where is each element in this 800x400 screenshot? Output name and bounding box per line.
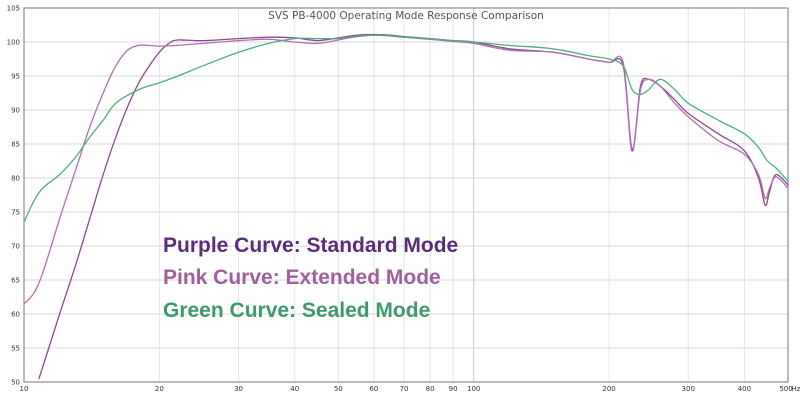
- x-tick-label: 40: [290, 385, 299, 393]
- plot-frame: [23, 7, 789, 383]
- y-tick-label: 55: [11, 345, 20, 353]
- y-tick-label: 105: [7, 5, 20, 13]
- x-tick-label: 50: [334, 385, 343, 393]
- series-layer: [23, 33, 789, 380]
- y-tick-label: 85: [11, 141, 20, 149]
- y-tick-label: 65: [11, 277, 20, 285]
- y-tick-label: 75: [11, 209, 20, 217]
- annotation-legend: Purple Curve: Standard Mode Pink Curve: …: [163, 234, 458, 322]
- x-tick-label: 100: [467, 385, 480, 393]
- x-tick-label: 400: [738, 385, 751, 393]
- y-tick-label: 80: [11, 175, 20, 183]
- x-tick-label: 30: [234, 385, 243, 393]
- series-line-sealed: [23, 34, 789, 223]
- y-tick-label: 60: [11, 311, 20, 319]
- x-unit-label: Hz: [792, 385, 800, 393]
- y-tick-label: 50: [11, 379, 20, 387]
- y-tick-label: 70: [11, 243, 20, 251]
- x-tick-label: 20: [155, 385, 164, 393]
- x-tick-label: 10: [20, 385, 29, 393]
- x-tick-label: 500: [779, 385, 792, 393]
- x-tick-label: 90: [449, 385, 458, 393]
- y-tick-label: 95: [11, 73, 20, 81]
- x-tick-label: 200: [602, 385, 615, 393]
- y-tick-label: 90: [11, 107, 20, 115]
- y-tick-label: 100: [7, 39, 20, 47]
- chart-title: SVS PB-4000 Operating Mode Response Comp…: [268, 10, 544, 22]
- x-tick-label: 60: [369, 385, 378, 393]
- x-tick-label: 300: [682, 385, 695, 393]
- annotation-extended-mode: Pink Curve: Extended Mode: [163, 266, 441, 289]
- annotation-sealed-mode: Green Curve: Sealed Mode: [163, 299, 430, 322]
- x-tick-label: 80: [426, 385, 435, 393]
- annotation-standard-mode: Purple Curve: Standard Mode: [163, 234, 458, 257]
- x-tick-label: 70: [400, 385, 409, 393]
